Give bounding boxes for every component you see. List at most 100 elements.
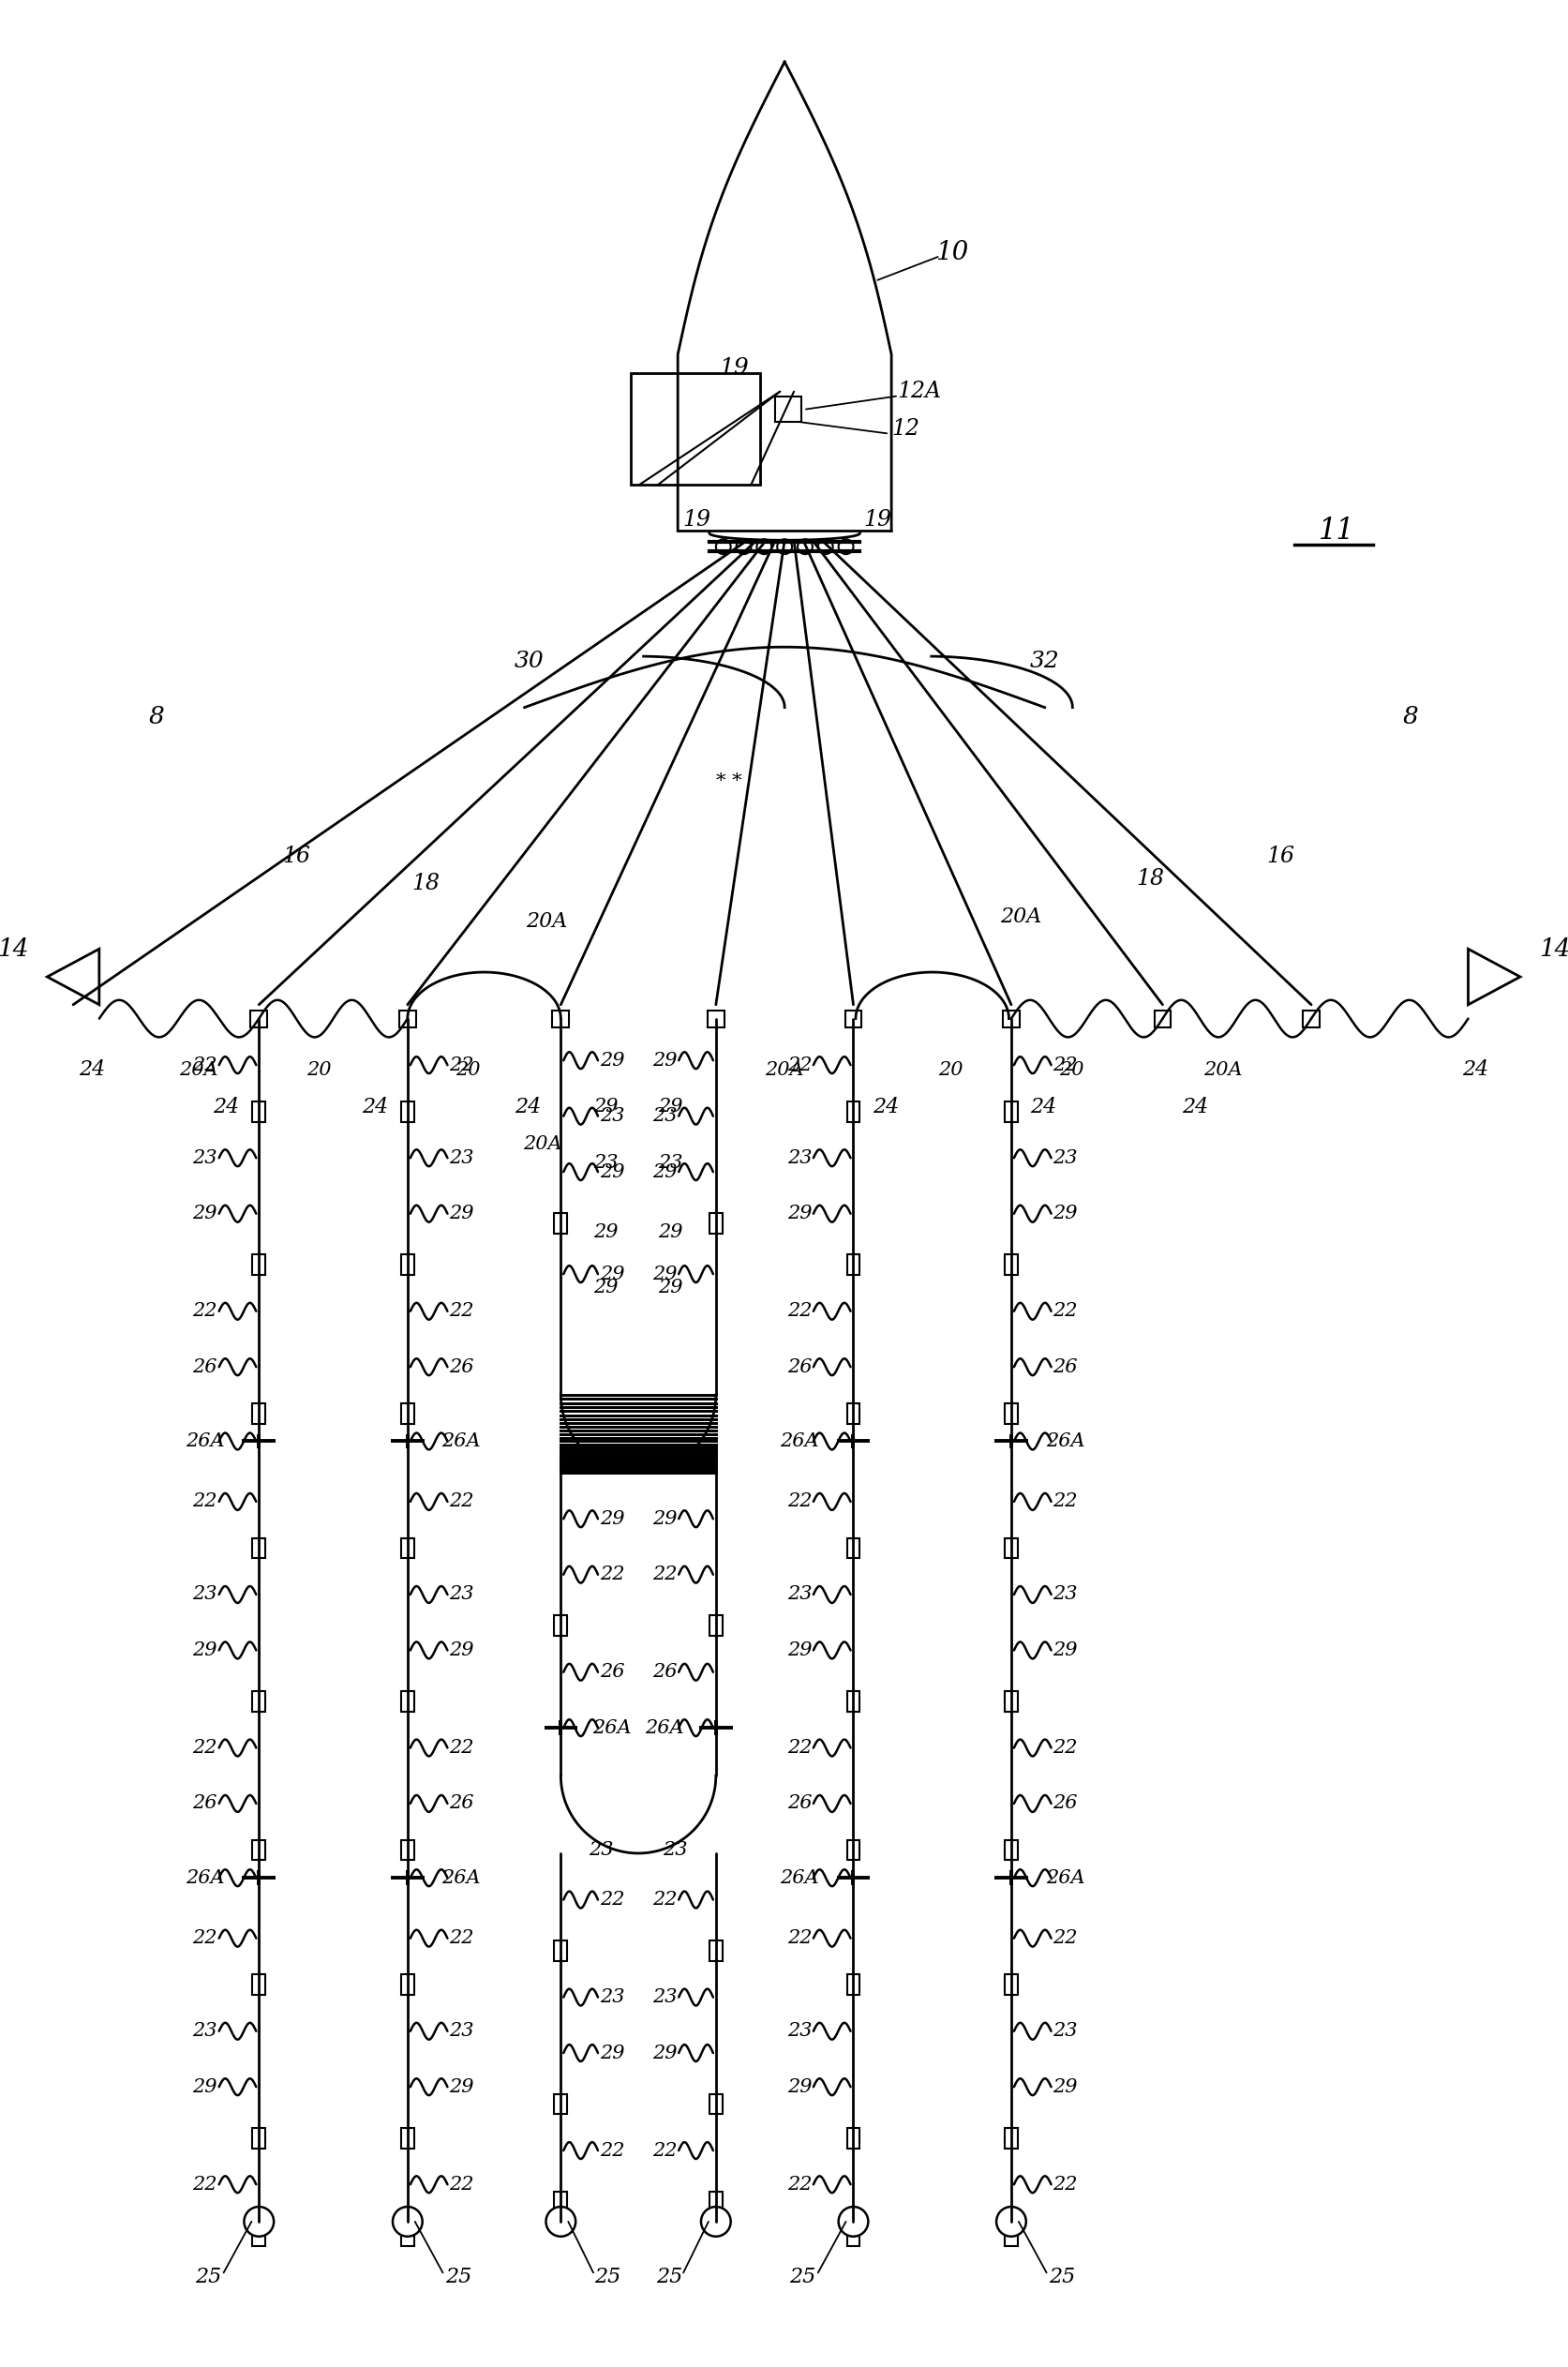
Text: 29: 29 — [448, 2078, 474, 2095]
Bar — [847, 1839, 859, 1860]
Text: 23: 23 — [588, 1460, 613, 1477]
Bar — [1005, 1839, 1018, 1860]
Text: 29: 29 — [787, 1640, 812, 1659]
Text: 24: 24 — [514, 1096, 541, 1117]
Bar — [709, 2095, 723, 2114]
Bar — [1005, 1539, 1018, 1557]
Text: 24: 24 — [873, 1096, 898, 1117]
Text: 19: 19 — [864, 509, 892, 530]
Bar — [252, 2225, 265, 2246]
Text: 22: 22 — [1052, 1740, 1077, 1756]
Text: 23: 23 — [787, 1586, 812, 1602]
Bar — [401, 1255, 414, 1276]
Text: 22: 22 — [1052, 1056, 1077, 1075]
Text: 25: 25 — [194, 2268, 221, 2287]
Text: 22: 22 — [193, 1056, 218, 1075]
Text: 12A: 12A — [897, 381, 941, 402]
Text: 23: 23 — [448, 1586, 474, 1602]
Bar — [251, 1011, 267, 1027]
Text: 26: 26 — [193, 1359, 218, 1375]
Text: 23: 23 — [193, 2021, 218, 2040]
Bar — [845, 1011, 862, 1027]
Bar — [401, 1690, 414, 1711]
Text: 18: 18 — [1137, 869, 1165, 890]
Text: 22: 22 — [448, 2175, 474, 2194]
Bar — [1154, 1011, 1171, 1027]
Text: 22: 22 — [448, 1302, 474, 1321]
Bar — [1004, 1011, 1019, 1027]
Bar — [630, 374, 760, 485]
Text: 29: 29 — [599, 1162, 624, 1181]
Text: 16: 16 — [282, 845, 310, 866]
Bar — [252, 1690, 265, 1711]
Text: 29: 29 — [659, 1278, 684, 1297]
Text: 20: 20 — [307, 1060, 332, 1079]
Text: 22: 22 — [448, 1056, 474, 1075]
Text: 23: 23 — [448, 1148, 474, 1167]
Bar — [401, 1101, 414, 1122]
Bar — [1303, 1011, 1320, 1027]
Text: 25: 25 — [789, 2268, 815, 2287]
Text: 20A: 20A — [525, 911, 568, 930]
Text: 29: 29 — [652, 1162, 677, 1181]
Text: 29: 29 — [787, 1205, 812, 1224]
Text: 23: 23 — [787, 1148, 812, 1167]
Text: 14: 14 — [1538, 937, 1568, 961]
Text: 26A: 26A — [779, 1432, 818, 1451]
Text: 26: 26 — [448, 1794, 474, 1813]
Bar — [252, 1101, 265, 1122]
Text: 29: 29 — [599, 2045, 624, 2062]
Text: 25: 25 — [657, 2268, 682, 2287]
Bar — [1005, 1404, 1018, 1423]
Text: 29: 29 — [659, 1224, 684, 1240]
Bar — [847, 1539, 859, 1557]
Bar — [400, 1011, 416, 1027]
Bar — [252, 2128, 265, 2149]
Bar — [847, 1974, 859, 1995]
Text: 14: 14 — [0, 937, 28, 961]
Text: 23: 23 — [663, 1842, 688, 1858]
Text: 29: 29 — [593, 1098, 618, 1115]
Bar — [401, 1974, 414, 1995]
Text: 22: 22 — [448, 1929, 474, 1948]
Circle shape — [839, 2206, 869, 2237]
Text: 29: 29 — [599, 1051, 624, 1070]
Text: 23: 23 — [193, 1586, 218, 1602]
Polygon shape — [47, 949, 99, 1004]
Text: 26A: 26A — [593, 1718, 632, 1737]
Bar — [1005, 2225, 1018, 2246]
Text: 22: 22 — [193, 1494, 218, 1510]
Bar — [847, 1690, 859, 1711]
Bar — [847, 2128, 859, 2149]
Text: 24: 24 — [1030, 1096, 1057, 1117]
Circle shape — [778, 540, 792, 554]
Text: 26: 26 — [787, 1359, 812, 1375]
Polygon shape — [1468, 949, 1521, 1004]
Text: 22: 22 — [787, 1929, 812, 1948]
Text: 12: 12 — [891, 419, 919, 440]
Text: 23: 23 — [448, 2021, 474, 2040]
Text: 23: 23 — [787, 2021, 812, 2040]
Text: 23: 23 — [599, 1988, 624, 2007]
Circle shape — [717, 540, 731, 554]
Bar — [847, 2225, 859, 2246]
Text: 29: 29 — [448, 1640, 474, 1659]
Bar — [554, 2095, 568, 2114]
Bar — [252, 1404, 265, 1423]
Text: 24: 24 — [1182, 1096, 1209, 1117]
Text: 8: 8 — [1403, 705, 1419, 729]
Text: 26: 26 — [193, 1794, 218, 1813]
Bar — [554, 1614, 568, 1636]
Text: 22: 22 — [652, 1891, 677, 1908]
Bar — [1005, 1974, 1018, 1995]
Bar — [1005, 1690, 1018, 1711]
Text: 24: 24 — [78, 1060, 105, 1079]
Bar — [552, 1011, 569, 1027]
Text: 26A: 26A — [442, 1432, 481, 1451]
Text: 23: 23 — [593, 1153, 618, 1172]
Text: 29: 29 — [593, 1278, 618, 1297]
Text: 20A: 20A — [765, 1060, 804, 1079]
Bar — [1005, 2128, 1018, 2149]
Text: 22: 22 — [193, 2175, 218, 2194]
Text: 22: 22 — [787, 1494, 812, 1510]
